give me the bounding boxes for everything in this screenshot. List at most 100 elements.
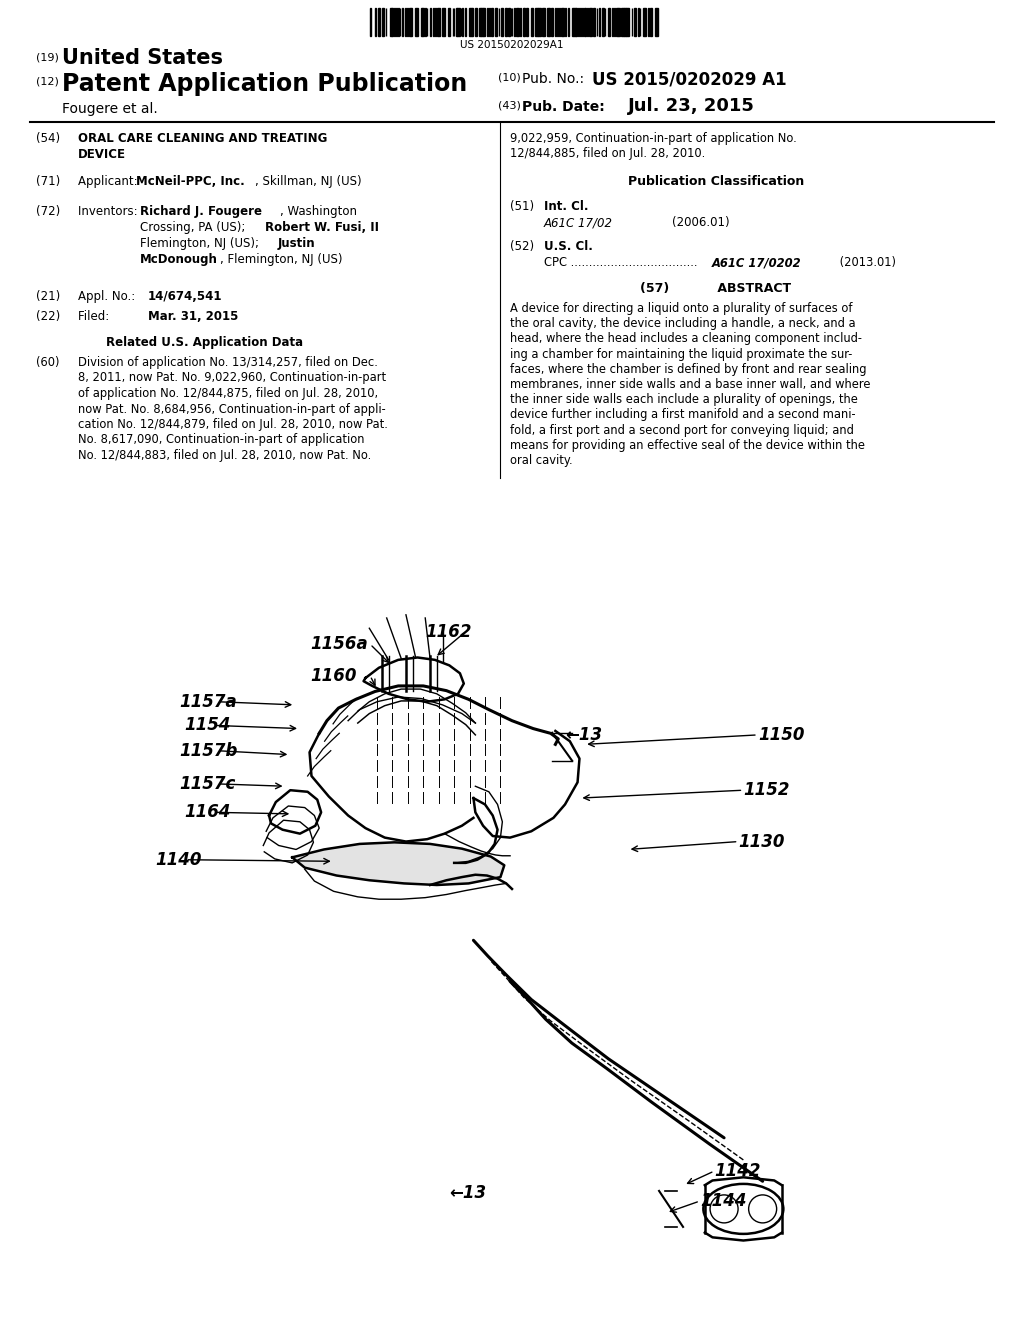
Text: McDonough: McDonough [140, 253, 218, 267]
Text: (57)           ABSTRACT: (57) ABSTRACT [640, 282, 792, 294]
Text: U.S. Cl.: U.S. Cl. [544, 240, 593, 253]
Text: 1162: 1162 [425, 623, 471, 642]
Text: 14/674,541: 14/674,541 [148, 290, 222, 304]
Text: Inventors:: Inventors: [78, 205, 145, 218]
Text: the inner side walls each include a plurality of openings, the: the inner side walls each include a plur… [510, 393, 858, 407]
Bar [567, 8, 568, 36]
Text: faces, where the chamber is defined by front and rear sealing: faces, where the chamber is defined by f… [510, 363, 866, 376]
Bar [407, 8, 409, 36]
Bar [602, 8, 604, 36]
Text: ORAL CARE CLEANING AND TREATING: ORAL CARE CLEANING AND TREATING [78, 132, 328, 145]
Bar [397, 8, 399, 36]
Text: DEVICE: DEVICE [78, 148, 126, 161]
Text: US 20150202029A1: US 20150202029A1 [460, 40, 564, 50]
Bar [564, 8, 566, 36]
Text: United States: United States [62, 48, 223, 69]
Bar [530, 8, 532, 36]
Bar [475, 8, 477, 36]
Bar [456, 8, 457, 36]
Bar [505, 8, 507, 36]
Text: CPC ...................................: CPC ................................... [544, 256, 697, 269]
Text: 1142: 1142 [715, 1162, 761, 1180]
Text: A61C 17/0202: A61C 17/0202 [712, 256, 802, 269]
Bar [611, 8, 613, 36]
Text: (54): (54) [36, 132, 60, 145]
Bar [409, 8, 411, 36]
Bar [458, 8, 460, 36]
Text: fold, a first port and a second port for conveying liquid; and: fold, a first port and a second port for… [510, 424, 854, 437]
Text: Jul. 23, 2015: Jul. 23, 2015 [628, 96, 755, 115]
Text: (71): (71) [36, 176, 60, 187]
Bar [551, 8, 553, 36]
Text: ←13: ←13 [565, 726, 602, 744]
Text: (21): (21) [36, 290, 60, 304]
Text: US 2015/0202029 A1: US 2015/0202029 A1 [592, 70, 786, 88]
Text: (72): (72) [36, 205, 60, 218]
Bar [580, 8, 582, 36]
Bar [396, 8, 397, 36]
Bar [536, 8, 538, 36]
Bar [572, 8, 575, 36]
Bar [557, 8, 558, 36]
Bar [599, 8, 600, 36]
Text: Patent Application Publication: Patent Application Publication [62, 73, 467, 96]
Text: now Pat. No. 8,684,956, Continuation-in-part of appli-: now Pat. No. 8,684,956, Continuation-in-… [78, 403, 386, 416]
Text: ing a chamber for maintaining the liquid proximate the sur-: ing a chamber for maintaining the liquid… [510, 347, 852, 360]
Bar [415, 8, 418, 36]
Bar [626, 8, 629, 36]
Text: Robert W. Fusi, II: Robert W. Fusi, II [265, 220, 379, 234]
Bar [478, 8, 481, 36]
Text: 1150: 1150 [758, 726, 804, 744]
Text: membranes, inner side walls and a base inner wall, and where: membranes, inner side walls and a base i… [510, 378, 870, 391]
Text: Flemington, NJ (US);: Flemington, NJ (US); [140, 238, 263, 249]
Text: A61C 17/02: A61C 17/02 [544, 216, 613, 228]
Text: (19): (19) [36, 51, 58, 62]
Bar [488, 8, 490, 36]
Bar [577, 8, 578, 36]
Text: (10): (10) [498, 73, 521, 82]
Bar [539, 8, 541, 36]
Text: 1157b: 1157b [179, 742, 238, 760]
Text: Richard J. Fougere: Richard J. Fougere [140, 205, 262, 218]
Polygon shape [292, 842, 504, 884]
Text: No. 8,617,090, Continuation-in-part of application: No. 8,617,090, Continuation-in-part of a… [78, 433, 365, 446]
Text: 1152: 1152 [743, 781, 790, 799]
Bar [514, 8, 515, 36]
Bar [375, 8, 376, 36]
Text: 12/844,885, filed on Jul. 28, 2010.: 12/844,885, filed on Jul. 28, 2010. [510, 148, 706, 161]
Text: Pub. No.:: Pub. No.: [522, 73, 584, 86]
Bar [382, 8, 384, 36]
Text: of application No. 12/844,875, filed on Jul. 28, 2010,: of application No. 12/844,875, filed on … [78, 387, 378, 400]
Text: Fougere et al.: Fougere et al. [62, 102, 158, 116]
Text: (51): (51) [510, 201, 535, 213]
Text: device further including a first manifold and a second mani-: device further including a first manifol… [510, 408, 856, 421]
Bar [492, 8, 493, 36]
Text: Crossing, PA (US);: Crossing, PA (US); [140, 220, 249, 234]
Bar [543, 8, 545, 36]
Bar [449, 8, 450, 36]
Bar [401, 8, 402, 36]
Bar [643, 8, 646, 36]
Bar [495, 8, 498, 36]
Bar [436, 8, 440, 36]
Text: the oral cavity, the device including a handle, a neck, and a: the oral cavity, the device including a … [510, 317, 856, 330]
Bar [593, 8, 595, 36]
Text: Filed:: Filed: [78, 310, 139, 323]
Bar [435, 8, 436, 36]
Text: Applicant:: Applicant: [78, 176, 141, 187]
Text: (2013.01): (2013.01) [836, 256, 896, 269]
Text: No. 12/844,883, filed on Jul. 28, 2010, now Pat. No.: No. 12/844,883, filed on Jul. 28, 2010, … [78, 449, 372, 462]
Text: (43): (43) [498, 100, 521, 110]
Text: , Washington: , Washington [280, 205, 357, 218]
Text: 1157a: 1157a [179, 693, 238, 710]
Bar [648, 8, 649, 36]
Text: (12): (12) [36, 77, 58, 86]
Bar [393, 8, 394, 36]
Text: ←13: ←13 [450, 1184, 486, 1203]
Text: (2006.01): (2006.01) [672, 216, 730, 228]
Bar [520, 8, 521, 36]
Bar [561, 8, 563, 36]
Bar [432, 8, 434, 36]
Bar [589, 8, 592, 36]
Text: head, where the head includes a cleaning component includ-: head, where the head includes a cleaning… [510, 333, 862, 346]
